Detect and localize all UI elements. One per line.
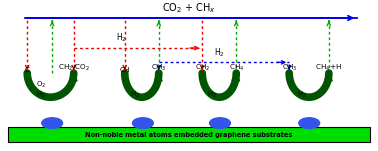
Ellipse shape xyxy=(299,118,319,129)
FancyBboxPatch shape xyxy=(8,127,370,142)
Text: H$_2$: H$_2$ xyxy=(297,89,307,100)
Ellipse shape xyxy=(42,118,62,129)
Ellipse shape xyxy=(132,118,153,129)
Text: CH$_2$: CH$_2$ xyxy=(195,63,210,73)
Text: C: C xyxy=(25,67,30,73)
Text: CH$_2$/CO$_2$: CH$_2$/CO$_2$ xyxy=(58,63,90,73)
Text: H$_2$: H$_2$ xyxy=(214,46,225,59)
Text: CH$_3$: CH$_3$ xyxy=(151,63,166,73)
Text: CH$_3$: CH$_3$ xyxy=(282,63,297,73)
Text: CH: CH xyxy=(119,67,130,73)
Text: H$_2$: H$_2$ xyxy=(208,89,217,100)
Ellipse shape xyxy=(209,118,230,129)
Text: H$_2$: H$_2$ xyxy=(130,89,140,100)
Text: H$_2$: H$_2$ xyxy=(36,89,46,100)
Text: O$_2$: O$_2$ xyxy=(36,80,46,90)
Text: CH$_4$+H: CH$_4$+H xyxy=(316,63,342,73)
Text: Non-noble metal atoms embedded graphene substrates: Non-noble metal atoms embedded graphene … xyxy=(85,132,293,138)
Text: H$_2$: H$_2$ xyxy=(116,32,126,44)
Text: CH$_4$: CH$_4$ xyxy=(229,63,244,73)
Text: CO$_2$ + CH$_x$: CO$_2$ + CH$_x$ xyxy=(162,1,216,15)
